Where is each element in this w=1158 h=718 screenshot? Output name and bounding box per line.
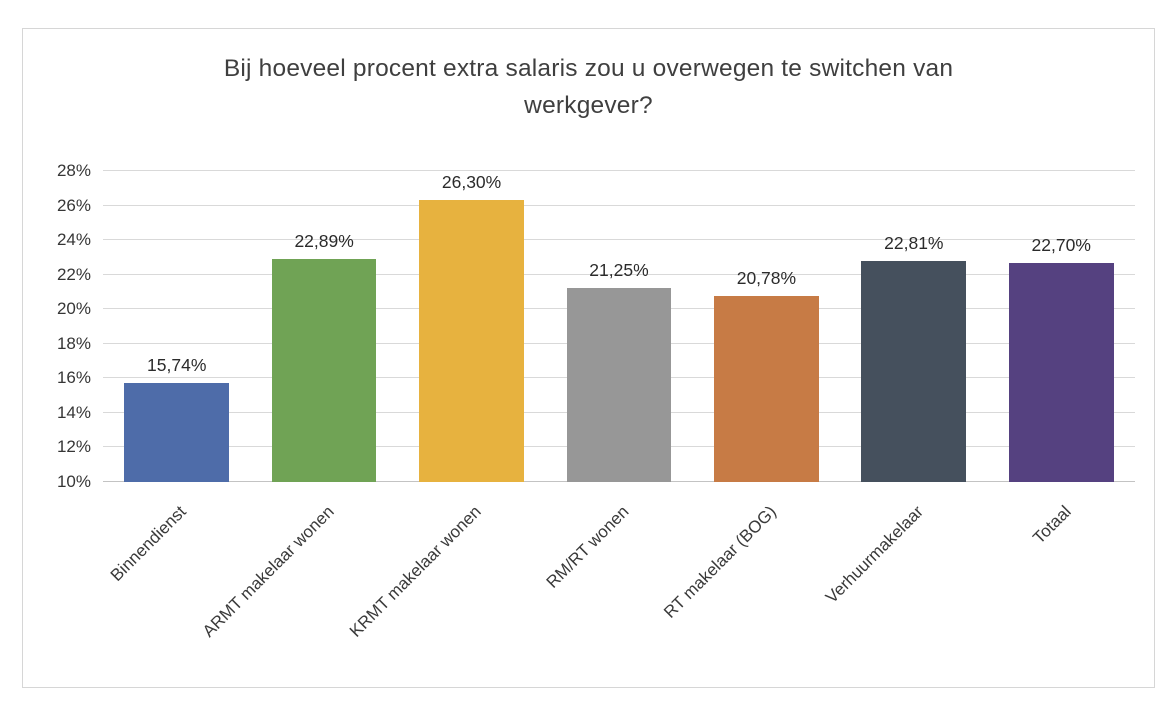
bar-value-label: 22,81% [884,232,944,253]
bar-value-label: 15,74% [147,354,207,375]
gridline [103,170,1135,171]
x-tick-label: RT makelaar (BOG) [659,502,780,622]
bar [861,260,967,482]
y-tick-label: 12% [56,437,91,457]
bar-value-label: 20,78% [736,267,797,288]
y-tick-label: 20% [56,299,91,319]
bar-category-cell: 20,78% [693,171,840,482]
y-tick-label: 10% [56,472,91,491]
x-tick-label: ARMT makelaar wonen [198,502,338,641]
y-tick-label: 18% [56,333,91,353]
bars-container: 15,74% 22,89% 26,30% 21,25% 20,78% 22,81% 22,7… [103,171,1135,482]
bar-category-cell: 22,81% [840,171,987,482]
y-tick-label: 24% [56,230,91,250]
bar-category-cell: 22,70% [988,171,1135,482]
bar [566,287,672,482]
bar [271,259,377,482]
y-tick-label: 26% [56,195,91,215]
x-tick-label: Totaal [1029,502,1075,548]
y-tick-label: 28% [56,161,91,180]
bar [124,382,230,482]
bar [1008,262,1114,482]
bar-category-cell: 26,30% [398,171,545,482]
x-tick-label: KRMT makelaar wonen [346,502,486,641]
bar-category-cell: 22,89% [250,171,397,482]
x-tick-label: Binnendienst [107,502,191,585]
bar-value-label: 26,30% [441,172,502,193]
chart-area: Bij hoeveel procent extra salaris zou u … [22,28,1155,688]
bar-value-label: 22,70% [1031,234,1091,255]
x-tick-label: RM/RT wonen [542,502,633,592]
bar-value-label: 21,25% [589,259,649,280]
gridline [103,204,1135,206]
x-tick-label: Verhuurmakelaar [822,502,928,607]
bar-category-cell: 15,74% [103,171,250,482]
y-axis: 10% 12% 14% 16% 18% 20% 22% 24% 26% 28% [29,161,91,491]
bar [419,200,524,482]
gridline [103,273,1135,275]
bar [714,295,819,482]
bar-category-cell: 21,25% [545,171,692,482]
gridline [103,239,1135,241]
y-tick-label: 22% [56,264,91,284]
plot-area: 15,74% 22,89% 26,30% 21,25% 20,78% 22,81% 22,7… [103,170,1135,482]
x-axis: Binnendienst ARMT makelaar wonen KRMT make… [103,490,1135,680]
y-tick-label: 14% [56,402,91,422]
y-tick-label: 16% [56,368,91,388]
chart-title: Bij hoeveel procent extra salaris zou u … [223,55,954,119]
bar-value-label: 22,89% [294,231,354,252]
